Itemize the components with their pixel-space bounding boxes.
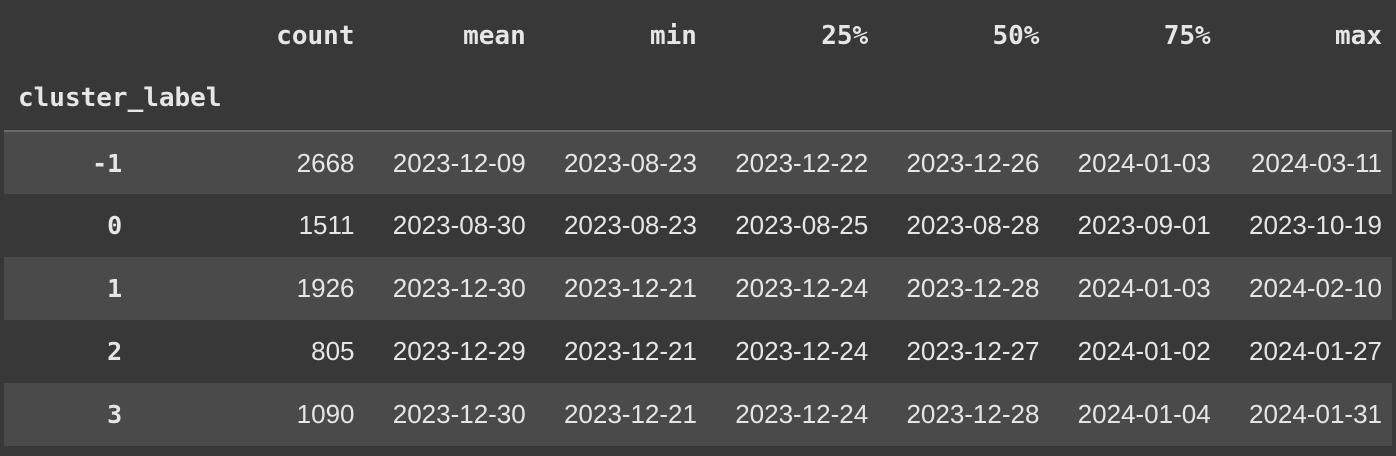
row-index: -1	[4, 130, 133, 194]
table-cell: 2023-12-24	[735, 273, 869, 303]
column-header: max	[1335, 21, 1382, 51]
dataframe-table: count mean min 25% 50% 75% max cluster_l…	[4, 6, 1392, 446]
column-header: 75%	[1163, 21, 1211, 51]
table-row: 1 1926 2023-12-30 2023-12-21 2023-12-24 …	[4, 257, 1392, 320]
table-cell: 2023-12-21	[563, 336, 697, 366]
table-cell: 2023-12-27	[906, 336, 1040, 366]
table-cell: 2024-01-31	[1249, 399, 1382, 429]
table-cell: 1926	[296, 273, 355, 303]
table-cell: 2024-01-03	[1077, 273, 1211, 303]
table-cell: 2023-12-30	[392, 273, 526, 303]
table-cell: 2023-12-30	[392, 399, 526, 429]
table-cell: 805	[311, 336, 355, 366]
table-cell: 2024-01-02	[1077, 336, 1211, 366]
row-index: 1	[107, 274, 123, 303]
table-cell: 2023-12-24	[735, 336, 869, 366]
table-cell: 2024-01-03	[1049, 130, 1221, 194]
table-cell: 2023-12-21	[563, 399, 697, 429]
table-cell: 2023-12-28	[906, 399, 1040, 429]
table-cell: 2023-10-19	[1249, 210, 1382, 240]
table-cell: 2023-08-23	[535, 130, 707, 194]
table-cell: 2023-12-09	[364, 130, 536, 194]
row-index: 2	[107, 337, 123, 366]
column-header: count	[276, 21, 355, 51]
index-name: cluster_label	[18, 83, 222, 113]
table-cell: 1090	[296, 399, 355, 429]
table-cell: 2024-03-11	[1220, 130, 1392, 194]
table-cell: 2024-01-27	[1249, 336, 1382, 366]
column-header: 50%	[992, 21, 1040, 51]
row-index: 3	[107, 400, 123, 429]
table-body: -1 2668 2023-12-09 2023-08-23 2023-12-22…	[4, 130, 1392, 446]
table-cell: 2023-12-28	[906, 273, 1040, 303]
column-header: mean	[463, 21, 526, 51]
row-index: 0	[107, 211, 123, 240]
column-header: min	[650, 21, 697, 51]
table-row: 0 1511 2023-08-30 2023-08-23 2023-08-25 …	[4, 194, 1392, 257]
table-cell: 2668	[132, 130, 365, 194]
table-cell: 2023-12-24	[735, 399, 869, 429]
table-cell: 2023-12-26	[878, 130, 1050, 194]
column-header-row: count mean min 25% 50% 75% max	[4, 6, 1392, 66]
table-cell: 2023-12-21	[563, 273, 697, 303]
index-name-row: cluster_label	[4, 66, 1392, 131]
table-cell: 2023-08-25	[735, 210, 869, 240]
table-cell: 2024-02-10	[1249, 273, 1382, 303]
table-cell: 2023-08-23	[563, 210, 697, 240]
table-cell: 2023-09-01	[1077, 210, 1211, 240]
table-cell: 2024-01-04	[1077, 399, 1211, 429]
table-row: 2 805 2023-12-29 2023-12-21 2023-12-24 2…	[4, 320, 1392, 383]
column-header: 25%	[821, 21, 869, 51]
table-cell: 2023-08-28	[906, 210, 1040, 240]
table-cell: 2023-12-22	[706, 130, 879, 194]
table-cell: 1511	[298, 210, 355, 240]
table-cell: 2023-08-30	[392, 210, 526, 240]
table-cell: 2023-12-29	[392, 336, 526, 366]
table-row: -1 2668 2023-12-09 2023-08-23 2023-12-22…	[4, 130, 1392, 194]
header-corner	[4, 6, 132, 66]
table-row: 3 1090 2023-12-30 2023-12-21 2023-12-24 …	[4, 383, 1392, 446]
table-header: count mean min 25% 50% 75% max cluster_l…	[4, 6, 1392, 131]
